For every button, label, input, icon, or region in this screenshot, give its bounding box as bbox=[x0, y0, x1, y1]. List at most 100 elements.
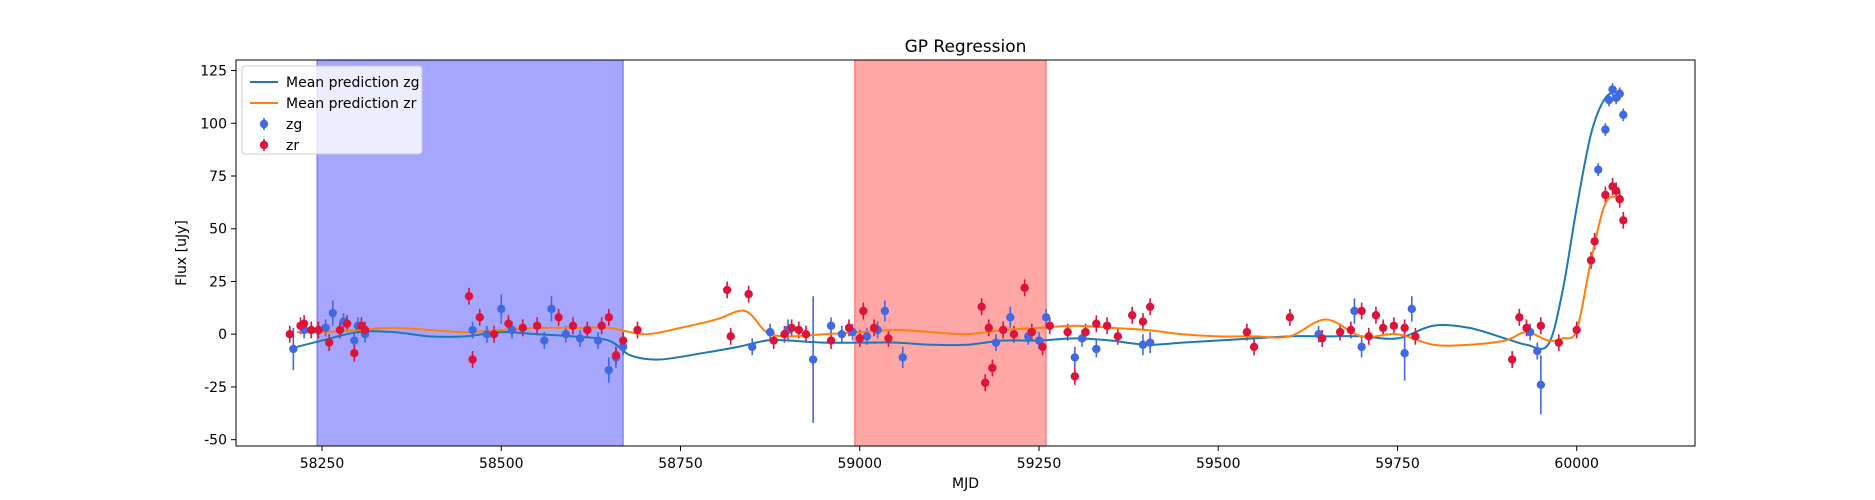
x-tick-label: 60000 bbox=[1554, 456, 1599, 472]
point-zg bbox=[594, 336, 602, 344]
point-zr bbox=[1619, 216, 1627, 224]
point-zg bbox=[321, 324, 329, 332]
point-zr bbox=[1522, 324, 1530, 332]
point-zr bbox=[1411, 332, 1419, 340]
point-zg bbox=[562, 330, 570, 338]
point-zr bbox=[827, 336, 835, 344]
point-zr bbox=[744, 290, 752, 298]
y-tick-label: 25 bbox=[209, 274, 227, 290]
point-zg bbox=[605, 366, 613, 374]
point-zr bbox=[985, 324, 993, 332]
point-zg bbox=[748, 343, 756, 351]
point-zr bbox=[1336, 328, 1344, 336]
point-zr bbox=[845, 324, 853, 332]
point-zr bbox=[726, 332, 734, 340]
point-zr bbox=[795, 326, 803, 334]
point-zr bbox=[633, 326, 641, 334]
legend-label-zg: zg bbox=[286, 117, 302, 133]
x-tick-label: 58750 bbox=[658, 456, 703, 472]
point-zg bbox=[1042, 313, 1050, 321]
point-zr bbox=[1347, 326, 1355, 334]
point-zr bbox=[325, 338, 333, 346]
y-tick-label: 125 bbox=[200, 64, 227, 80]
point-zr bbox=[1114, 332, 1122, 340]
y-tick-label: 50 bbox=[209, 222, 227, 238]
point-zr bbox=[999, 326, 1007, 334]
point-zr bbox=[1146, 303, 1154, 311]
point-zr bbox=[583, 326, 591, 334]
point-zr bbox=[336, 326, 344, 334]
point-zr bbox=[884, 334, 892, 342]
point-zr bbox=[780, 330, 788, 338]
x-tick-label: 58250 bbox=[300, 456, 345, 472]
point-zr bbox=[1243, 328, 1251, 336]
point-zr bbox=[1103, 322, 1111, 330]
point-zr bbox=[787, 324, 795, 332]
point-zg bbox=[468, 326, 476, 334]
point-zr bbox=[465, 292, 473, 300]
point-zg bbox=[1619, 111, 1627, 119]
point-zg bbox=[809, 355, 817, 363]
point-zg bbox=[1357, 343, 1365, 351]
y-tick-label: 100 bbox=[200, 116, 227, 132]
point-zr bbox=[314, 326, 322, 334]
point-zr bbox=[1390, 322, 1398, 330]
chart-title: GP Regression bbox=[905, 37, 1027, 57]
point-zr bbox=[1537, 322, 1545, 330]
x-tick-label: 59500 bbox=[1196, 456, 1241, 472]
point-zr bbox=[1372, 311, 1380, 319]
shaded-regions bbox=[317, 60, 1046, 446]
y-axis-label: Flux [uJy] bbox=[174, 220, 190, 286]
point-zr bbox=[856, 334, 864, 342]
point-zr bbox=[1010, 330, 1018, 338]
point-zg bbox=[497, 305, 505, 313]
y-tick-label: -50 bbox=[204, 433, 227, 449]
point-zg bbox=[350, 336, 358, 344]
point-zr bbox=[1379, 324, 1387, 332]
point-zg bbox=[1146, 338, 1154, 346]
point-zg bbox=[1092, 345, 1100, 353]
point-zr bbox=[1616, 195, 1624, 203]
point-zr bbox=[1046, 322, 1054, 330]
point-zr bbox=[1071, 372, 1079, 380]
point-zr bbox=[1028, 328, 1036, 336]
x-axis-label: MJD bbox=[952, 476, 979, 492]
point-zg bbox=[1605, 96, 1613, 104]
point-zg bbox=[329, 309, 337, 317]
point-zg bbox=[483, 330, 491, 338]
point-zr bbox=[1515, 313, 1523, 321]
point-zr bbox=[605, 313, 613, 321]
point-zg bbox=[1608, 85, 1616, 93]
point-zr bbox=[504, 319, 512, 327]
shaded-region-2 bbox=[855, 60, 1046, 446]
point-zr bbox=[307, 326, 315, 334]
x-tick-label: 59000 bbox=[837, 456, 882, 472]
point-zg bbox=[766, 328, 774, 336]
x-axis-ticks: 58250 58500 58750 59000 59250 59500 59750 60000 bbox=[300, 446, 1599, 472]
y-tick-label: 0 bbox=[218, 327, 227, 343]
point-zr bbox=[1063, 328, 1071, 336]
legend: Mean prediction zg Mean prediction zr zg… bbox=[242, 66, 422, 154]
point-zr bbox=[1020, 284, 1028, 292]
point-zr bbox=[1318, 334, 1326, 342]
point-zg bbox=[289, 345, 297, 353]
point-zr bbox=[1508, 355, 1516, 363]
point-zr bbox=[468, 355, 476, 363]
point-zg bbox=[576, 334, 584, 342]
point-zg bbox=[863, 332, 871, 340]
point-zr bbox=[343, 319, 351, 327]
point-zr bbox=[1573, 326, 1581, 334]
point-zg bbox=[827, 322, 835, 330]
point-zr bbox=[300, 319, 308, 327]
point-zr bbox=[1128, 311, 1136, 319]
point-zg bbox=[1400, 349, 1408, 357]
legend-label-mean-zr: Mean prediction zr bbox=[286, 96, 417, 112]
point-zg bbox=[1408, 305, 1416, 313]
point-zr bbox=[723, 286, 731, 294]
point-zr bbox=[619, 336, 627, 344]
point-zr bbox=[1139, 317, 1147, 325]
point-zr bbox=[1092, 319, 1100, 327]
point-zg bbox=[1350, 307, 1358, 315]
